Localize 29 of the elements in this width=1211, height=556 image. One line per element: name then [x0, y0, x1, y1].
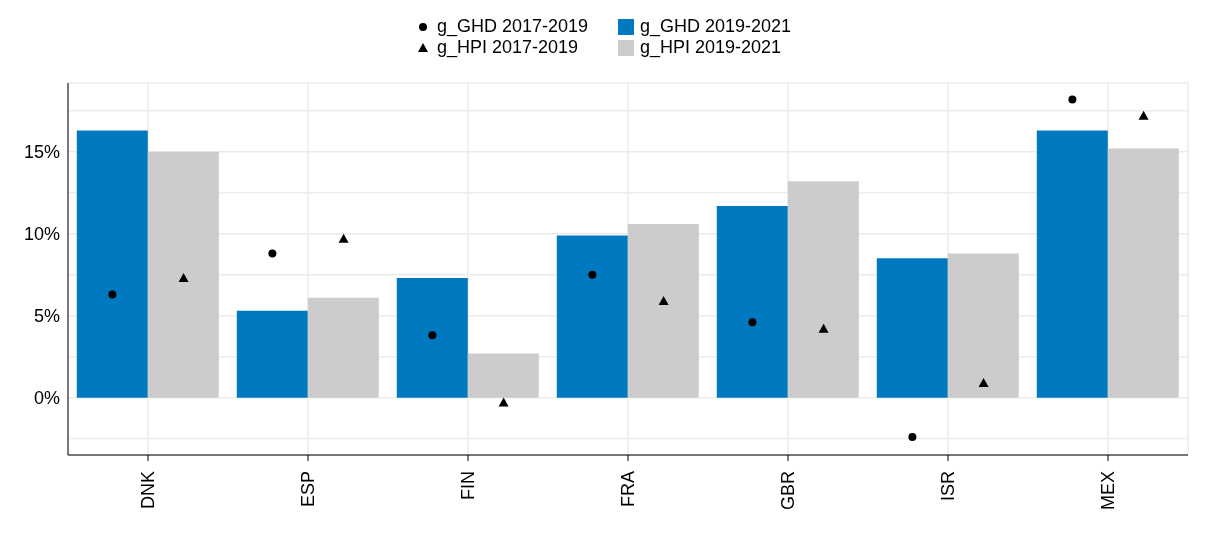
- bar: [947, 253, 1019, 398]
- x-tick-label: DNK: [138, 471, 158, 510]
- legend-label: g_GHD 2017-2019: [436, 16, 588, 37]
- bar: [467, 353, 539, 398]
- bar: [1107, 148, 1179, 398]
- y-tick-label: 0%: [33, 388, 60, 409]
- bar: [556, 235, 628, 398]
- bar: [876, 258, 948, 398]
- bar: [787, 181, 859, 398]
- x-tick-label: MEX: [1098, 471, 1118, 511]
- bar: [236, 310, 308, 398]
- legend-label: g_HPI 2017-2019: [436, 37, 578, 58]
- bar: [147, 151, 219, 398]
- bar: [627, 223, 699, 398]
- bar: [716, 205, 788, 398]
- x-tick-label: ISR: [938, 471, 958, 502]
- y-tick-label: 10%: [23, 224, 60, 245]
- x-tick-label: FIN: [458, 471, 478, 500]
- legend-label: g_HPI 2019-2021: [640, 37, 782, 58]
- bar: [76, 130, 148, 398]
- x-tick-label: FRA: [618, 471, 638, 507]
- x-tick-label: GBR: [778, 471, 798, 511]
- bar: [1036, 130, 1108, 398]
- legend-label: g_GHD 2019-2021: [640, 16, 792, 37]
- bar: [396, 278, 468, 398]
- y-tick-label: 5%: [33, 306, 60, 327]
- y-tick-label: 15%: [23, 142, 60, 163]
- x-tick-label: ESP: [298, 471, 318, 508]
- bar: [307, 297, 379, 398]
